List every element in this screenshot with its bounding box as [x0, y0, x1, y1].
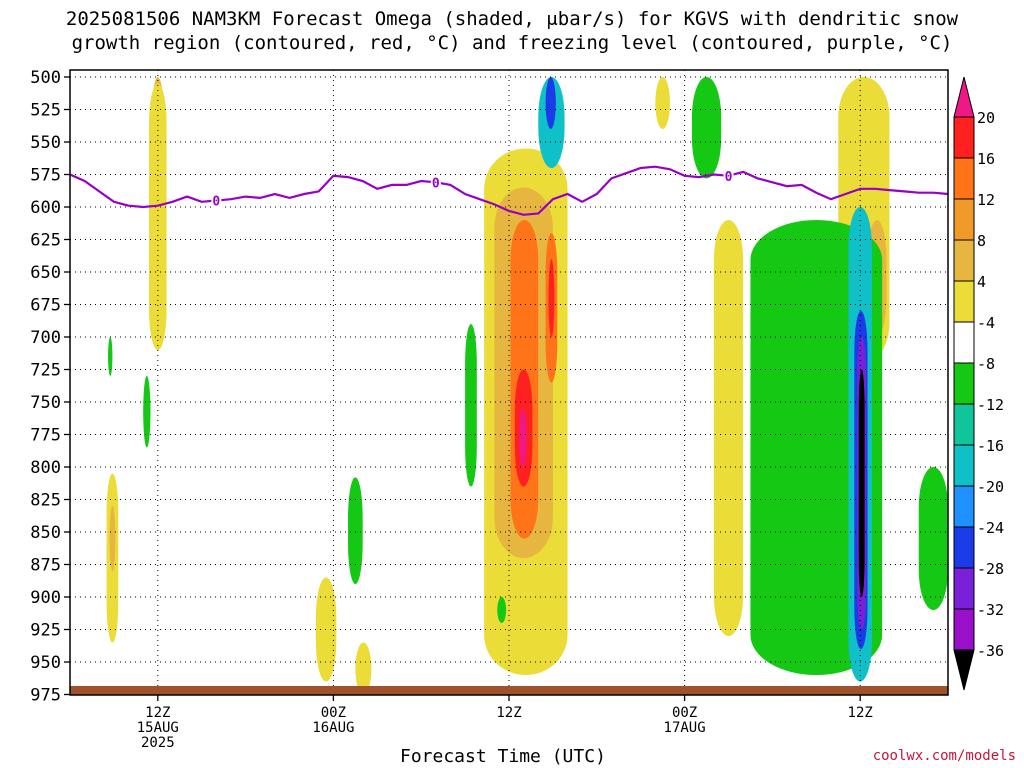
colorbar-segment-4 [953, 280, 975, 323]
colorbar-label: -32 [977, 601, 1004, 619]
colorbar-label: 4 [977, 273, 986, 291]
colorbar-top-cap [953, 76, 975, 118]
omega-feature-29 [858, 369, 865, 597]
ground-layer [70, 686, 948, 695]
y-tick-label-900: 900 [30, 588, 61, 608]
omega-feature-6 [315, 577, 337, 682]
chart-title-line1: 2025081506 NAM3KM Forecast Omega (shaded… [65, 8, 959, 30]
omega-feature-14 [519, 408, 527, 467]
colorbar-label: -20 [977, 478, 1004, 496]
omega-feature-21 [655, 77, 670, 129]
colorbar-label: 16 [977, 150, 995, 168]
y-tick-label-675: 675 [30, 296, 61, 316]
omega-feature-19 [497, 597, 507, 623]
omega-feature-20 [691, 77, 722, 179]
colorbar-segment-1 [953, 157, 975, 200]
omega-feature-16 [548, 259, 555, 337]
freezing-label-bg-0 [211, 193, 222, 208]
colorbar-segment-3 [953, 239, 975, 282]
freezing-label-bg-2 [723, 168, 734, 183]
y-tick-label-650: 650 [30, 263, 61, 283]
omega-feature-9 [465, 324, 477, 487]
freezing-level-layer: 0 0 0 [69, 165, 949, 216]
colorbar-label: 12 [977, 191, 995, 209]
x-tick-label: 12Z [145, 705, 170, 721]
omega-shading-layer [106, 77, 948, 695]
ground-surface [70, 686, 948, 695]
y-tick-label-825: 825 [30, 491, 61, 511]
axes-layer: 500 525 550 575 600 625 650 675 700 725 750 775 800 8… [30, 68, 949, 751]
x-tick-label: 12Z [848, 705, 873, 721]
colorbar-label: -8 [977, 355, 995, 373]
colorbar-segment-12 [953, 608, 975, 651]
colorbar-label: -28 [977, 560, 1004, 578]
x-tick-label: 2025 [141, 735, 175, 751]
omega-feature-3 [109, 506, 116, 571]
colorbar-label: -4 [977, 314, 995, 332]
colorbar-segment-10 [953, 526, 975, 569]
y-tick-label-875: 875 [30, 556, 61, 576]
y-tick-label-800: 800 [30, 458, 61, 478]
y-tick-label-700: 700 [30, 328, 61, 348]
grid-layer [70, 70, 948, 695]
freezing-level-label: 0 [432, 176, 440, 191]
colorbar-label: 20 [977, 109, 995, 127]
colorbar-label: 8 [977, 232, 986, 250]
y-tick-label-550: 550 [30, 133, 61, 153]
y-tick-label-750: 750 [30, 393, 61, 413]
omega-feature-4 [108, 337, 113, 376]
x-tick-label: 15AUG [137, 720, 179, 736]
y-tick-label-600: 600 [30, 198, 61, 218]
colorbar-label: -12 [977, 396, 1004, 414]
omega-feature-7 [348, 477, 363, 584]
y-tick-label-850: 850 [30, 523, 61, 543]
omega-feature-18 [545, 77, 556, 129]
x-tick-label: 12Z [496, 705, 521, 721]
y-tick-label-925: 925 [30, 621, 61, 641]
y-tick-label-975: 975 [30, 686, 61, 706]
y-tick-label-500: 500 [30, 68, 61, 88]
colorbar-segment-11 [953, 567, 975, 610]
freezing-level-label: 0 [725, 170, 733, 185]
x-tick-label: 00Z [321, 705, 346, 721]
colorbar-segment-2 [953, 198, 975, 241]
x-axis-label: Forecast Time (UTC) [400, 746, 606, 767]
y-tick-label-625: 625 [30, 231, 61, 251]
colorbar-label: -36 [977, 642, 1004, 660]
credit-text[interactable]: coolwx.com/models [872, 748, 1016, 764]
omega-feature-8 [355, 642, 372, 695]
colorbar-segment-0 [953, 116, 975, 159]
colorbar-segment-5 [953, 321, 975, 364]
omega-feature-30 [918, 467, 948, 610]
colorbar-segment-6 [953, 362, 975, 405]
omega-feature-1 [149, 83, 167, 350]
colorbar-bottom-cap [953, 649, 975, 691]
y-tick-label-950: 950 [30, 653, 61, 673]
y-tick-label-775: 775 [30, 426, 61, 446]
omega-feature-5 [143, 376, 151, 448]
x-tick-label: 00Z [672, 705, 697, 721]
freezing-level-label: 0 [212, 195, 220, 210]
y-tick-label-525: 525 [30, 101, 61, 121]
chart-title-line2: growth region (contoured, red, °C) and f… [71, 32, 953, 54]
colorbar-segment-7 [953, 403, 975, 446]
colorbar: 20 16 12 8 4 -4 -8 -12 -16 -20 -24 -28 -32 -36 [953, 76, 1004, 691]
colorbar-label: -24 [977, 519, 1004, 537]
colorbar-label: -16 [977, 437, 1004, 455]
colorbar-segment-8 [953, 444, 975, 487]
freezing-label-bg-1 [430, 175, 441, 190]
y-tick-label-725: 725 [30, 361, 61, 381]
colorbar-segment-9 [953, 485, 975, 528]
y-tick-label-575: 575 [30, 166, 61, 186]
x-tick-label: 16AUG [312, 720, 354, 736]
x-tick-label: 17AUG [664, 720, 706, 736]
omega-feature-22 [713, 220, 744, 636]
